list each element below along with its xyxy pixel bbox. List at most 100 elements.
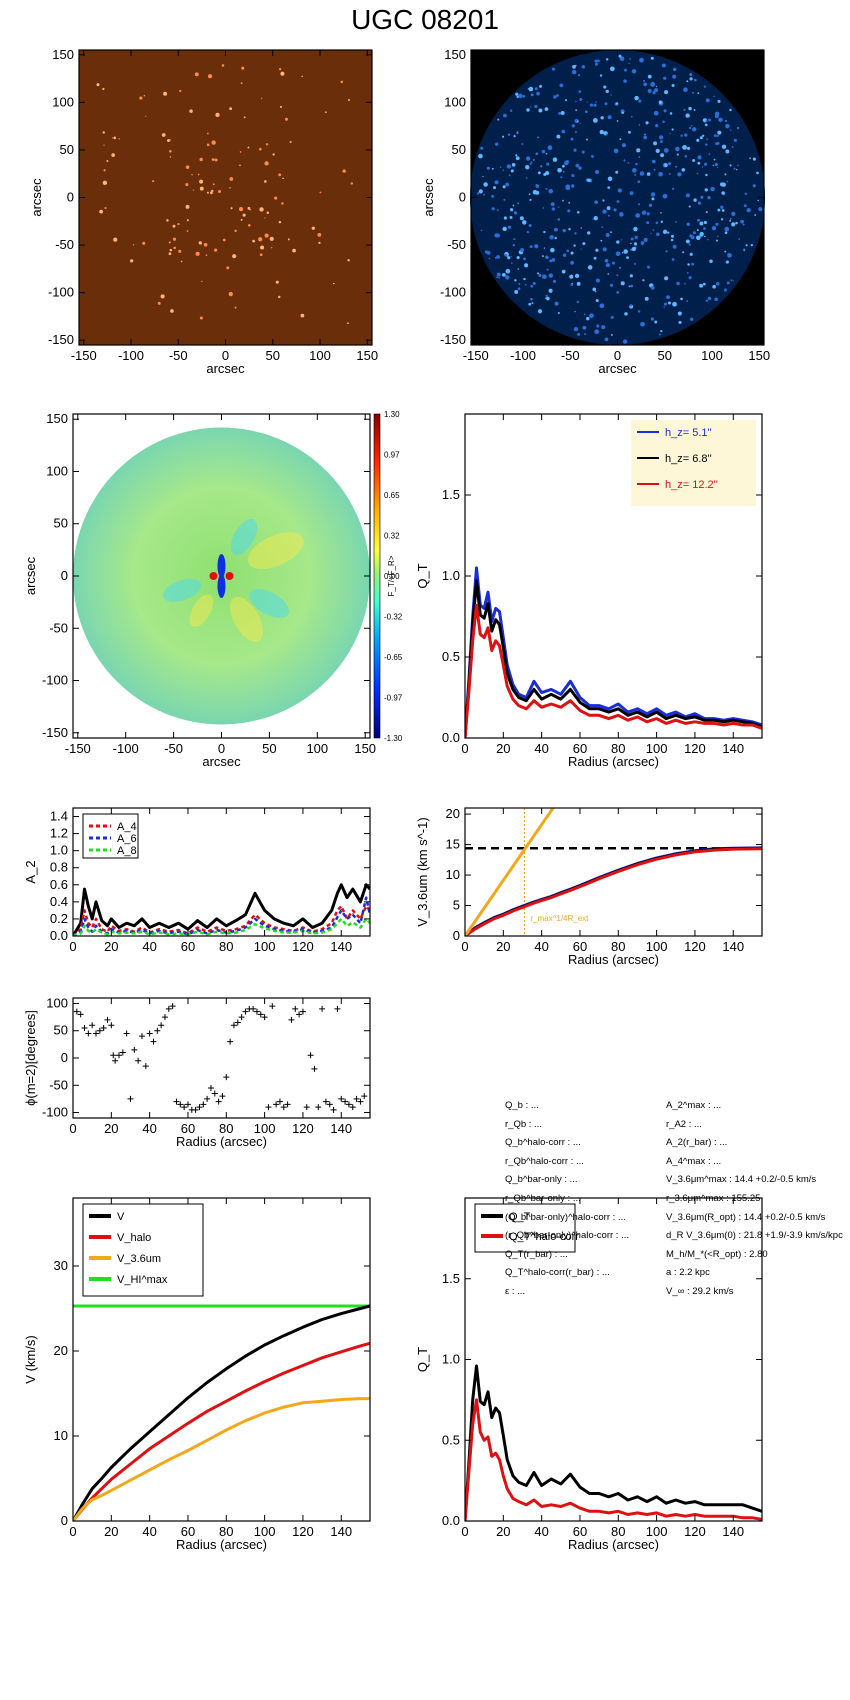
residual-blob <box>496 272 501 277</box>
residual-blob <box>675 165 678 168</box>
residual-blob <box>502 226 507 232</box>
residual-blob <box>658 333 661 336</box>
residual-blob <box>586 138 589 141</box>
phase-point <box>169 1003 176 1010</box>
residual-blob <box>605 133 608 136</box>
residual-blob <box>573 148 577 152</box>
star-dot <box>292 248 296 253</box>
star-dot <box>218 189 222 193</box>
residual-blob <box>752 157 756 161</box>
residual-blob <box>663 76 667 80</box>
residual-blob <box>537 171 541 175</box>
x-axis-label: Radius (arcsec) <box>568 1537 659 1552</box>
residual-blob <box>635 162 638 166</box>
residual-blob <box>724 250 727 253</box>
residual-blob <box>666 295 670 300</box>
star-dot <box>173 246 176 250</box>
x-tick-label: 60 <box>181 1121 195 1136</box>
y-tick-label: 1.2 <box>50 826 68 841</box>
residual-blob <box>676 153 679 156</box>
x-tick-label: 80 <box>611 741 625 756</box>
series-line <box>73 1341 370 1521</box>
residual-blob <box>703 85 707 88</box>
legend-label: Q_T^halo-corr <box>509 1231 579 1243</box>
residual-blob <box>665 250 668 253</box>
phase-point <box>108 1022 115 1029</box>
residual-blob <box>686 271 689 274</box>
residual-blob <box>710 186 715 192</box>
residual-blob <box>491 207 495 211</box>
residual-blob <box>517 287 521 291</box>
star-dot <box>282 177 284 180</box>
residual-blob <box>634 262 637 265</box>
star-dot <box>106 159 109 163</box>
residual-blob <box>480 229 483 232</box>
residual-blob <box>558 111 562 115</box>
residual-blob <box>576 300 580 304</box>
residual-blob <box>684 133 688 137</box>
star-dot <box>185 204 190 209</box>
y-tick-label: 0.5 <box>442 1432 460 1447</box>
series-line <box>73 1304 370 1521</box>
residual-blob <box>714 297 718 302</box>
residual-blob <box>499 166 502 169</box>
x-tick-label: 50 <box>658 348 672 363</box>
residual-blob <box>529 106 532 108</box>
residual-blob <box>525 156 531 161</box>
residual-blob <box>595 248 599 252</box>
residual-blob <box>512 204 515 207</box>
residual-blob <box>708 153 711 155</box>
y-tick-label: -150 <box>42 725 68 740</box>
x-axis-label: Radius (arcsec) <box>176 1537 267 1552</box>
x-tick-label: 40 <box>534 741 548 756</box>
residual-blob <box>729 108 732 112</box>
residual-blob <box>702 282 706 286</box>
residual-blob <box>634 235 638 240</box>
phase-point <box>211 1090 218 1097</box>
residual-blob <box>742 223 745 226</box>
residual-blob <box>543 247 545 249</box>
residual-blob <box>715 142 718 145</box>
residual-blob <box>634 95 639 101</box>
star-dot <box>222 238 226 242</box>
residual-blob <box>634 173 637 176</box>
residual-blob <box>713 95 715 98</box>
residual-blob <box>670 238 674 242</box>
residual-blob <box>647 265 651 269</box>
phase-point <box>161 1014 168 1021</box>
residual-blob <box>591 154 594 158</box>
residual-blob <box>549 259 553 263</box>
phase-point <box>119 1049 126 1056</box>
residual-blob <box>488 257 491 260</box>
residual-blob <box>569 274 574 279</box>
residual-blob <box>643 82 648 87</box>
residual-blob <box>663 109 667 113</box>
phase-point <box>276 1098 283 1105</box>
residual-blob <box>517 202 520 205</box>
stellar-rotation-curve-frame <box>464 807 763 937</box>
residual-blob <box>727 252 732 258</box>
phase-point <box>184 1101 191 1108</box>
star-dot <box>260 245 265 250</box>
star-dot <box>252 239 256 243</box>
residual-blob <box>604 258 609 263</box>
residual-blob <box>607 115 612 120</box>
star-dot <box>111 153 115 157</box>
phase-point <box>319 1005 326 1012</box>
x-tick-label: 0 <box>69 1121 76 1136</box>
residual-blob <box>660 153 665 158</box>
residual-blob <box>494 180 499 185</box>
series-line <box>465 1364 762 1521</box>
x-tick-label: 20 <box>104 1121 118 1136</box>
phase-point <box>342 1098 349 1105</box>
star-dot <box>102 180 108 186</box>
residual-blob <box>574 310 576 313</box>
residual-blob <box>599 303 605 309</box>
param-a2-max: A_2^max : ... <box>666 1100 722 1111</box>
param-v36-ropt: V_3.6μm(R_opt) : 14.4 +0.2/-0.5 km/s <box>666 1211 826 1223</box>
residual-blob <box>511 163 516 167</box>
residual-blob <box>609 283 614 287</box>
phase-point <box>345 1101 352 1108</box>
series-line <box>73 917 370 936</box>
legend-label: V <box>117 1211 125 1223</box>
